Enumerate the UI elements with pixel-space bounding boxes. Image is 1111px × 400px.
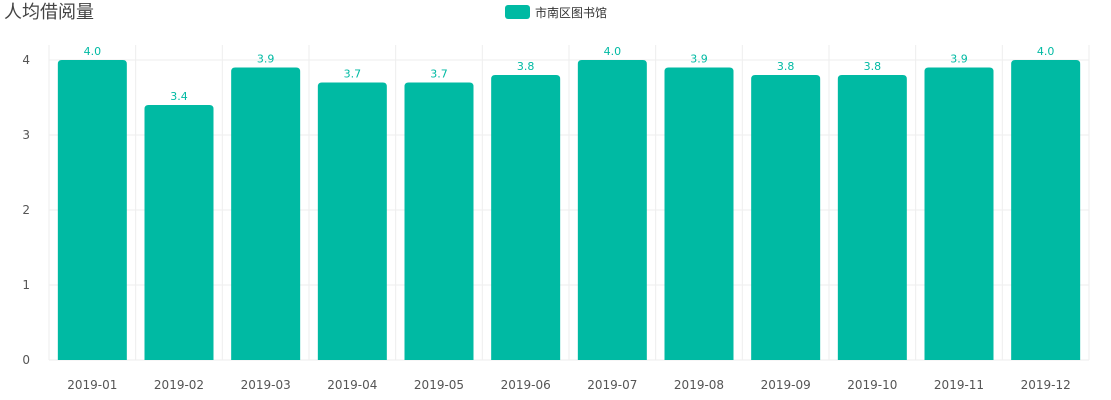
bar-2019-04[interactable] — [317, 82, 387, 361]
bar-2019-12[interactable] — [1011, 60, 1081, 360]
y-tick-label: 3 — [22, 128, 30, 142]
x-tick-label: 2019-04 — [327, 378, 377, 392]
y-tick-label: 1 — [22, 278, 30, 292]
bar-2019-01[interactable] — [57, 60, 127, 360]
bar-2019-03[interactable] — [231, 67, 301, 361]
data-label-2019-09: 3.8 — [777, 60, 795, 73]
x-tick-label: 2019-05 — [414, 378, 464, 392]
x-tick-label: 2019-01 — [67, 378, 117, 392]
data-label-2019-04: 3.7 — [344, 68, 362, 81]
data-label-2019-08: 3.9 — [690, 53, 708, 66]
legend-swatch — [505, 5, 530, 19]
data-label-2019-10: 3.8 — [864, 60, 882, 73]
bar-2019-10[interactable] — [837, 75, 907, 360]
x-tick-label: 2019-02 — [154, 378, 204, 392]
data-label-2019-07: 4.0 — [604, 45, 622, 58]
bar-2019-11[interactable] — [924, 67, 994, 361]
y-tick-label: 0 — [22, 353, 30, 367]
bars — [57, 60, 1081, 361]
x-axis-ticks: 2019-01 2019-02 2019-03 2019-04 2019-05 2019-… — [67, 378, 1070, 392]
y-axis-ticks: 0 1 2 3 4 — [22, 53, 30, 367]
data-label-2019-12: 4.0 — [1037, 45, 1055, 58]
data-label-2019-05: 3.7 — [430, 68, 448, 81]
data-label-2019-06: 3.8 — [517, 60, 535, 73]
data-label-2019-03: 3.9 — [257, 53, 275, 66]
x-tick-label: 2019-12 — [1021, 378, 1071, 392]
x-tick-label: 2019-08 — [674, 378, 724, 392]
x-tick-label: 2019-03 — [241, 378, 291, 392]
data-label-2019-02: 3.4 — [170, 90, 188, 103]
data-labels: 4.0 3.4 3.9 3.7 3.7 3.8 4.0 3.9 3.8 3.8 3.9 4.0 — [84, 45, 1055, 103]
bar-2019-07[interactable] — [577, 60, 647, 360]
x-tick-label: 2019-09 — [761, 378, 811, 392]
x-tick-label: 2019-10 — [847, 378, 897, 392]
y-tick-label: 4 — [22, 53, 30, 67]
legend[interactable]: 市南区图书馆 — [505, 3, 607, 21]
x-tick-label: 2019-07 — [587, 378, 637, 392]
bar-2019-08[interactable] — [664, 67, 734, 361]
bar-2019-09[interactable] — [751, 75, 821, 360]
bar-2019-05[interactable] — [404, 82, 474, 361]
x-tick-label: 2019-06 — [501, 378, 551, 392]
data-label-2019-11: 3.9 — [950, 53, 968, 66]
y-tick-label: 2 — [22, 203, 30, 217]
data-label-2019-01: 4.0 — [84, 45, 102, 58]
bar-2019-02[interactable] — [144, 105, 214, 360]
x-tick-label: 2019-11 — [934, 378, 984, 392]
grid-lines — [48, 45, 1090, 361]
legend-label: 市南区图书馆 — [535, 5, 608, 20]
bar-2019-06[interactable] — [491, 75, 561, 360]
chart-title: 人均借阅量 — [4, 2, 94, 23]
